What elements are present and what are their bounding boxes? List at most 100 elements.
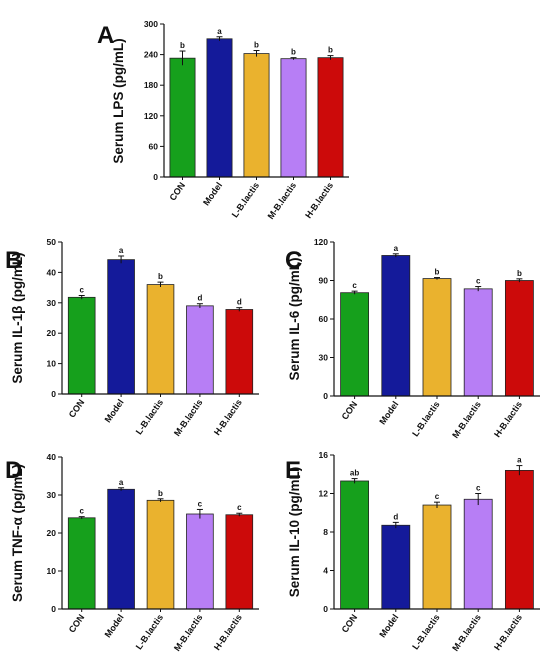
significance-letter: c bbox=[79, 507, 84, 516]
bar-m-b-lactis bbox=[186, 305, 214, 395]
y-tick-label: 40 bbox=[47, 267, 57, 277]
y-tick-label: 10 bbox=[47, 359, 57, 369]
category-label: M-B.lactis bbox=[450, 612, 483, 653]
significance-letter: c bbox=[476, 484, 481, 493]
y-tick-label: 40 bbox=[47, 452, 57, 462]
bar-model bbox=[381, 255, 411, 397]
bar-con bbox=[340, 292, 370, 397]
bar-model bbox=[107, 259, 135, 395]
y-axis-title: Serum IL-6 (pg/mL) bbox=[287, 257, 302, 380]
bar-con bbox=[169, 57, 196, 178]
category-label: CON bbox=[67, 397, 87, 419]
bar-m-b-lactis bbox=[186, 513, 214, 610]
panel-letter: B bbox=[5, 247, 22, 274]
category-label: L-B.lactis bbox=[410, 612, 441, 651]
y-tick-label: 8 bbox=[323, 527, 328, 537]
bar-h-b-lactis bbox=[225, 514, 254, 610]
category-label: CON bbox=[167, 180, 187, 202]
bar-con bbox=[67, 517, 96, 610]
y-tick-label: 4 bbox=[323, 566, 328, 576]
y-tick-label: 10 bbox=[47, 566, 57, 576]
significance-letter: c bbox=[476, 277, 481, 286]
category-label: Model bbox=[201, 180, 224, 207]
significance-letter: c bbox=[237, 503, 242, 512]
category-label: M-B.lactis bbox=[172, 397, 205, 438]
y-tick-label: 30 bbox=[319, 353, 329, 363]
significance-letter: b bbox=[328, 46, 333, 55]
panel-letter: A bbox=[97, 22, 114, 49]
bar-model bbox=[107, 488, 135, 610]
significance-letter: b bbox=[180, 41, 185, 50]
category-label: L-B.lactis bbox=[230, 180, 261, 219]
category-label: M-B.lactis bbox=[450, 399, 483, 440]
bar-h-b-lactis bbox=[504, 280, 534, 397]
y-tick-label: 30 bbox=[47, 490, 57, 500]
panel-letter: D bbox=[5, 457, 22, 484]
significance-letter: c bbox=[198, 499, 203, 508]
y-tick-label: 240 bbox=[144, 50, 158, 60]
significance-letter: d bbox=[197, 294, 202, 303]
y-tick-label: 20 bbox=[47, 528, 57, 538]
category-label: H-B.lactis bbox=[212, 612, 244, 652]
category-label: L-B.lactis bbox=[134, 397, 165, 436]
y-tick-label: 120 bbox=[314, 237, 328, 247]
significance-letter: c bbox=[435, 492, 440, 501]
bar-l-b-lactis bbox=[146, 284, 175, 395]
significance-letter: a bbox=[217, 27, 222, 36]
bar-model bbox=[381, 524, 411, 610]
significance-letter: b bbox=[435, 268, 440, 277]
bar-l-b-lactis bbox=[146, 499, 175, 610]
significance-letter: b bbox=[158, 489, 163, 498]
y-tick-label: 0 bbox=[153, 172, 158, 182]
y-tick-label: 0 bbox=[323, 391, 328, 401]
category-label: Model bbox=[103, 612, 126, 639]
y-tick-label: 90 bbox=[319, 276, 329, 286]
y-tick-label: 30 bbox=[47, 298, 57, 308]
significance-letter: b bbox=[517, 269, 522, 278]
y-tick-label: 50 bbox=[47, 237, 57, 247]
category-label: Model bbox=[377, 612, 400, 639]
bar-h-b-lactis bbox=[225, 309, 254, 395]
category-label: L-B.lactis bbox=[134, 612, 165, 651]
category-label: H-B.lactis bbox=[492, 612, 524, 652]
y-tick-label: 20 bbox=[47, 328, 57, 338]
bar-h-b-lactis bbox=[504, 469, 534, 610]
significance-letter: d bbox=[393, 512, 398, 521]
panel-letter: C bbox=[285, 247, 302, 274]
panel-letter: E bbox=[285, 457, 301, 484]
significance-letter: a bbox=[119, 478, 124, 487]
category-label: Model bbox=[103, 397, 126, 424]
y-tick-label: 0 bbox=[51, 604, 56, 614]
bar-l-b-lactis bbox=[243, 53, 270, 178]
significance-letter: b bbox=[158, 272, 163, 281]
bar-con bbox=[340, 480, 370, 610]
category-label: M-B.lactis bbox=[266, 180, 299, 221]
significance-letter: d bbox=[237, 298, 242, 307]
bar-con bbox=[67, 296, 96, 395]
y-tick-label: 12 bbox=[319, 489, 329, 499]
bar-model bbox=[206, 38, 233, 178]
category-label: H-B.lactis bbox=[492, 399, 524, 439]
bar-l-b-lactis bbox=[422, 504, 452, 610]
category-label: CON bbox=[67, 612, 87, 634]
category-label: Model bbox=[377, 399, 400, 426]
category-label: CON bbox=[340, 612, 360, 634]
significance-letter: b bbox=[254, 41, 259, 50]
significance-letter: b bbox=[291, 48, 296, 57]
y-axis-title: Serum IL-10 (pg/mL) bbox=[287, 467, 302, 598]
category-label: L-B.lactis bbox=[410, 399, 441, 438]
significance-letter: c bbox=[79, 286, 84, 295]
bar-h-b-lactis bbox=[317, 57, 344, 178]
y-tick-label: 300 bbox=[144, 19, 158, 29]
y-tick-label: 120 bbox=[144, 111, 158, 121]
y-axis-title: Serum IL-1β (pg/mL) bbox=[10, 252, 25, 383]
significance-letter: a bbox=[517, 456, 522, 465]
y-tick-label: 60 bbox=[319, 314, 329, 324]
y-axis-title: Serum LPS (pg/mL) bbox=[111, 38, 126, 163]
y-tick-label: 16 bbox=[319, 450, 329, 460]
y-tick-label: 60 bbox=[149, 141, 159, 151]
significance-letter: a bbox=[394, 244, 399, 253]
category-label: M-B.lactis bbox=[172, 612, 205, 653]
y-axis-title: Serum TNF-α (pg/mL) bbox=[10, 464, 25, 602]
